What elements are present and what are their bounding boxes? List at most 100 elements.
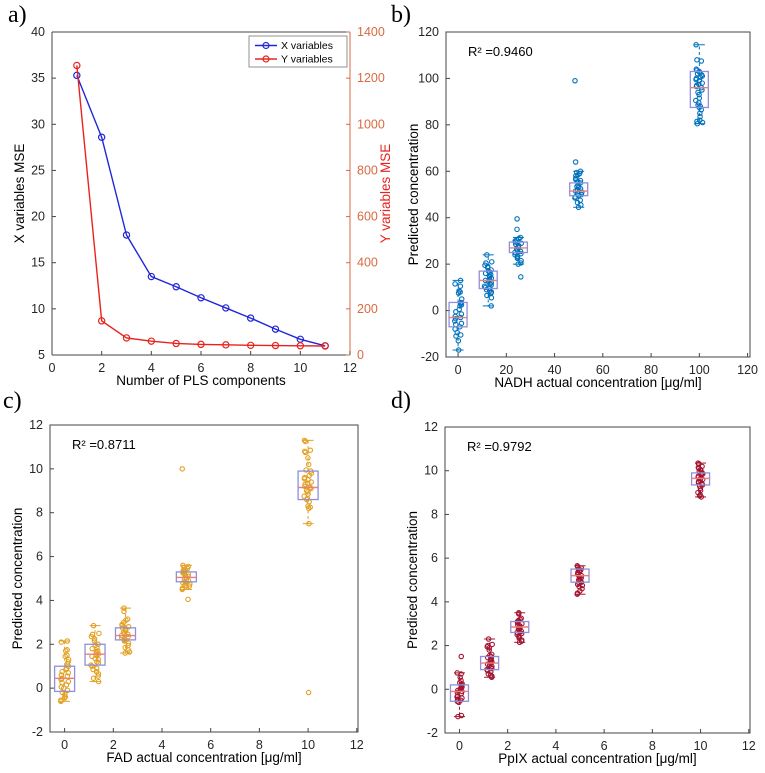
r-squared-annotation: R² =0.9792 bbox=[467, 439, 532, 454]
data-point-marker bbox=[693, 83, 700, 90]
y-tick-label: 12 bbox=[424, 420, 438, 434]
data-point-marker bbox=[306, 520, 312, 527]
y-tick-label-left: 40 bbox=[31, 25, 45, 39]
data-point-marker bbox=[693, 42, 699, 48]
y-axis-label: Prediced concentration bbox=[405, 511, 420, 649]
data-point-marker bbox=[65, 670, 72, 676]
x-tick-label: 80 bbox=[644, 363, 658, 377]
legend-marker bbox=[262, 55, 270, 63]
x-tick-label: 2 bbox=[98, 361, 105, 375]
y-tick-label: 10 bbox=[424, 464, 438, 478]
data-point-marker bbox=[95, 673, 101, 679]
data-point-marker bbox=[572, 159, 579, 165]
x-tick-label: 8 bbox=[247, 361, 254, 375]
y-tick-label: 10 bbox=[29, 462, 43, 476]
x-tick-label: 0 bbox=[61, 738, 68, 752]
axes-box bbox=[444, 426, 751, 734]
y-tick-label: -2 bbox=[32, 725, 43, 739]
x-tick-label: 8 bbox=[649, 739, 656, 753]
data-point-marker bbox=[125, 640, 132, 646]
series-line bbox=[76, 65, 326, 347]
data-point-marker bbox=[515, 611, 522, 617]
x-tick-label: 10 bbox=[301, 738, 315, 752]
r-squared-annotation: R² =0.8711 bbox=[72, 437, 136, 452]
data-point-marker bbox=[58, 676, 64, 683]
data-point-marker bbox=[514, 216, 520, 222]
y-tick-label: 40 bbox=[425, 211, 439, 225]
data-point-marker bbox=[694, 118, 700, 125]
y-tick-label-left: 30 bbox=[31, 117, 45, 131]
data-point-marker bbox=[488, 674, 495, 681]
y-tick-label-right: 1000 bbox=[357, 117, 385, 131]
box-scatter-group bbox=[175, 466, 197, 603]
data-point-marker bbox=[179, 466, 185, 472]
x-tick-label: 6 bbox=[198, 361, 205, 375]
y-axis-label: Predicted concentration bbox=[10, 508, 25, 650]
x-tick-label: 12 bbox=[742, 739, 756, 753]
box-scatter-group bbox=[690, 460, 711, 500]
x-tick-label: 2 bbox=[110, 738, 117, 752]
box bbox=[510, 620, 530, 634]
data-point-marker bbox=[452, 281, 458, 287]
data-point-marker bbox=[197, 340, 205, 349]
data-point-marker bbox=[518, 257, 524, 264]
data-point-marker bbox=[301, 437, 308, 444]
x-tick-label: 10 bbox=[293, 361, 307, 375]
data-point-marker bbox=[578, 191, 585, 198]
panel-b-nadh-box-scatter: 0 20 40 60 80 100 120 -20 0 20 40 60 80 100 120 NADH ac… bbox=[406, 25, 758, 390]
y-tick-label: 8 bbox=[431, 507, 438, 521]
y-tick-label-left: 10 bbox=[31, 302, 45, 316]
data-point-marker bbox=[271, 325, 280, 333]
r-squared-annotation: R² =0.9460 bbox=[468, 44, 533, 59]
data-point-marker bbox=[698, 58, 705, 64]
data-point-marker bbox=[518, 274, 524, 280]
data-point-marker bbox=[457, 674, 463, 681]
y-tick-label: 4 bbox=[36, 593, 43, 607]
data-point-marker bbox=[485, 636, 492, 642]
x-axis-label: PpIX actual concentration [μg/ml] bbox=[498, 751, 696, 766]
panel-label-c: c) bbox=[3, 388, 22, 414]
series-line bbox=[76, 75, 326, 347]
data-point-marker bbox=[515, 261, 521, 267]
y-tick-label-left: 25 bbox=[31, 163, 45, 177]
data-point-marker bbox=[121, 608, 127, 615]
data-point-marker bbox=[305, 689, 312, 696]
data-point-marker bbox=[514, 255, 521, 262]
y-tick-label: 60 bbox=[425, 164, 439, 178]
data-point-marker bbox=[484, 252, 490, 258]
data-point-marker bbox=[457, 303, 463, 309]
data-point-marker bbox=[186, 583, 193, 589]
data-point-marker bbox=[97, 317, 106, 325]
y-tick-label: 0 bbox=[36, 681, 43, 695]
data-point-marker bbox=[58, 639, 65, 645]
data-point-marker bbox=[125, 631, 131, 638]
y-tick-label: 4 bbox=[431, 595, 438, 609]
y-tick-label: -20 bbox=[421, 350, 439, 364]
data-point-marker bbox=[455, 347, 462, 353]
data-point-marker bbox=[458, 671, 464, 677]
series-left bbox=[73, 71, 329, 350]
box-scatter-group bbox=[510, 610, 530, 646]
data-point-marker bbox=[321, 342, 329, 350]
box-scatter-group bbox=[114, 605, 137, 656]
y-tick-label-right: 1400 bbox=[357, 25, 385, 39]
y-tick-label-right: 200 bbox=[357, 302, 378, 316]
data-point-marker bbox=[455, 713, 461, 720]
data-point-marker bbox=[121, 605, 127, 611]
data-point-marker bbox=[64, 638, 71, 644]
y-tick-label: 8 bbox=[36, 506, 43, 520]
data-point-marker bbox=[455, 337, 462, 344]
data-point-marker bbox=[246, 341, 255, 350]
data-point-marker bbox=[121, 638, 128, 644]
data-point-marker bbox=[484, 292, 490, 299]
data-point-marker bbox=[305, 461, 312, 468]
panel-label-d: d) bbox=[391, 388, 411, 414]
data-point-marker bbox=[179, 586, 185, 593]
data-point-marker bbox=[573, 173, 579, 179]
data-point-marker bbox=[457, 283, 464, 289]
x-tick-label: 6 bbox=[207, 738, 214, 752]
panel-d-ppix-box-scatter: 0 2 4 6 8 10 12 -2 0 2 4 6 8 10 12 PpIX actual concentr… bbox=[405, 420, 756, 766]
x-tick-label: 4 bbox=[159, 738, 166, 752]
data-point-marker bbox=[305, 455, 311, 461]
y-tick-label: -2 bbox=[427, 726, 438, 740]
